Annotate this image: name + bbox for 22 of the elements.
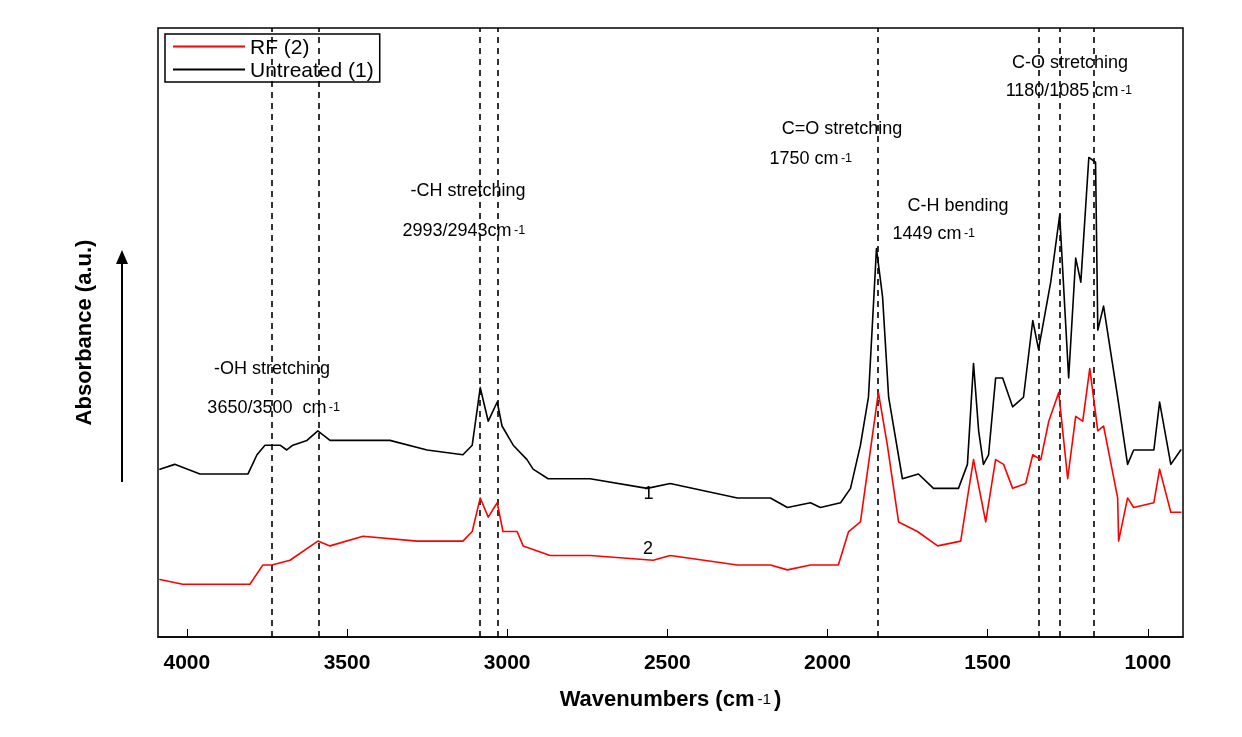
text: 1180/1085 cm-1 [1005, 80, 1132, 100]
text: C=O stretching [781, 118, 903, 138]
x-tick-label: 2500 [643, 650, 691, 673]
annotation: 1750 cm-1 [769, 148, 853, 168]
y-axis-title: Absorbance (a.u.) [70, 239, 96, 426]
legend-label: Untreated (1) [250, 58, 374, 81]
x-axis-title: Wavenumbers (cm-1) [559, 685, 782, 711]
x-tick-label: 1500 [964, 650, 1011, 673]
x-tick-label: 3000 [483, 650, 531, 673]
annotation: 3650/3500 cm-1 [207, 396, 341, 417]
x-tick-label: 3500 [323, 650, 371, 673]
x-tick-label: 4000 [163, 650, 211, 673]
annotation: 2 [642, 538, 654, 558]
text: C-O stretching [1011, 52, 1129, 72]
legend-label: RF (2) [250, 35, 310, 58]
x-tick-label: 2000 [804, 650, 851, 673]
annotation: 1449 cm-1 [892, 223, 976, 243]
x-tick-label: 1000 [1124, 650, 1172, 673]
annotation: 2993/2943cm-1 [402, 220, 526, 240]
annotation: C-H bending [907, 195, 1009, 215]
annotation: -OH stretching [214, 358, 331, 379]
annotation: -CH stretching [410, 180, 526, 200]
